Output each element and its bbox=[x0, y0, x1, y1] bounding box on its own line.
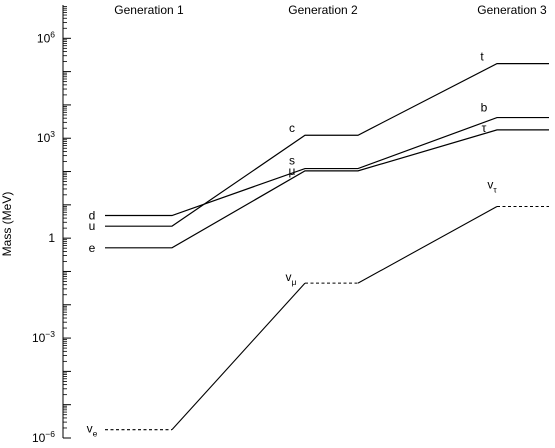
particle-subscript: μ bbox=[292, 277, 297, 287]
particle-label: s bbox=[289, 154, 295, 168]
particle-subscript: τ bbox=[493, 185, 497, 195]
neutrino-connector bbox=[357, 206, 498, 284]
particle-label: u bbox=[89, 219, 96, 233]
series-line-lepton-chain bbox=[105, 129, 549, 249]
particle-symbol: t bbox=[480, 50, 484, 64]
particle-symbol: e bbox=[89, 241, 96, 255]
y-tick-label: 103 bbox=[37, 129, 55, 145]
particle-symbol: v bbox=[286, 270, 292, 284]
y-tick-base: 10 bbox=[32, 331, 46, 345]
y-tick-exponent: −3 bbox=[45, 329, 55, 339]
particle-subscript: e bbox=[93, 429, 98, 439]
particle-label: e bbox=[89, 241, 96, 255]
particle-label: b bbox=[481, 101, 488, 115]
y-tick-base: 10 bbox=[32, 431, 46, 445]
particle-label: c bbox=[289, 121, 295, 135]
y-tick-label: 106 bbox=[37, 29, 55, 45]
particle-label: d bbox=[89, 209, 96, 223]
particle-label: t bbox=[480, 50, 484, 64]
particle-label: τ bbox=[482, 121, 487, 135]
series-lines bbox=[105, 63, 549, 431]
particle-symbol: v bbox=[487, 178, 493, 192]
series-line-up-chain bbox=[105, 63, 549, 227]
particle-symbol: μ bbox=[289, 164, 296, 178]
generation-headers: Generation 1 Generation 2 Generation 3 bbox=[114, 3, 547, 17]
particle-symbol: u bbox=[89, 219, 96, 233]
particle-label: ve bbox=[87, 422, 98, 439]
particle-symbol: τ bbox=[482, 121, 487, 135]
particle-symbol: s bbox=[289, 154, 295, 168]
generation-header: Generation 3 bbox=[477, 3, 547, 17]
particle-label: vμ bbox=[286, 270, 297, 287]
y-tick-label: 10−3 bbox=[32, 329, 55, 345]
y-tick-label: 10−6 bbox=[32, 429, 55, 445]
y-tick-base: 10 bbox=[37, 131, 51, 145]
generation-header: Generation 2 bbox=[288, 3, 358, 17]
y-tick-base: 10 bbox=[37, 31, 51, 45]
particle-symbol: d bbox=[89, 209, 96, 223]
generation-header: Generation 1 bbox=[114, 3, 184, 17]
particle-label: μ bbox=[289, 164, 296, 178]
particle-symbol: v bbox=[87, 422, 93, 436]
neutrino-connector bbox=[171, 282, 306, 431]
particle-symbol: b bbox=[481, 101, 488, 115]
series-line-down-chain bbox=[105, 116, 549, 217]
y-tick-exponent: −6 bbox=[45, 429, 55, 439]
y-tick-label: 1 bbox=[48, 231, 55, 245]
particle-symbol: c bbox=[289, 121, 295, 135]
y-tick-exponent: 3 bbox=[50, 129, 55, 139]
particle-label: vτ bbox=[487, 178, 497, 195]
y-tick-exponent: 6 bbox=[50, 29, 55, 39]
y-tick-base: 1 bbox=[48, 231, 55, 245]
y-axis-label: Mass (MeV) bbox=[0, 192, 14, 257]
